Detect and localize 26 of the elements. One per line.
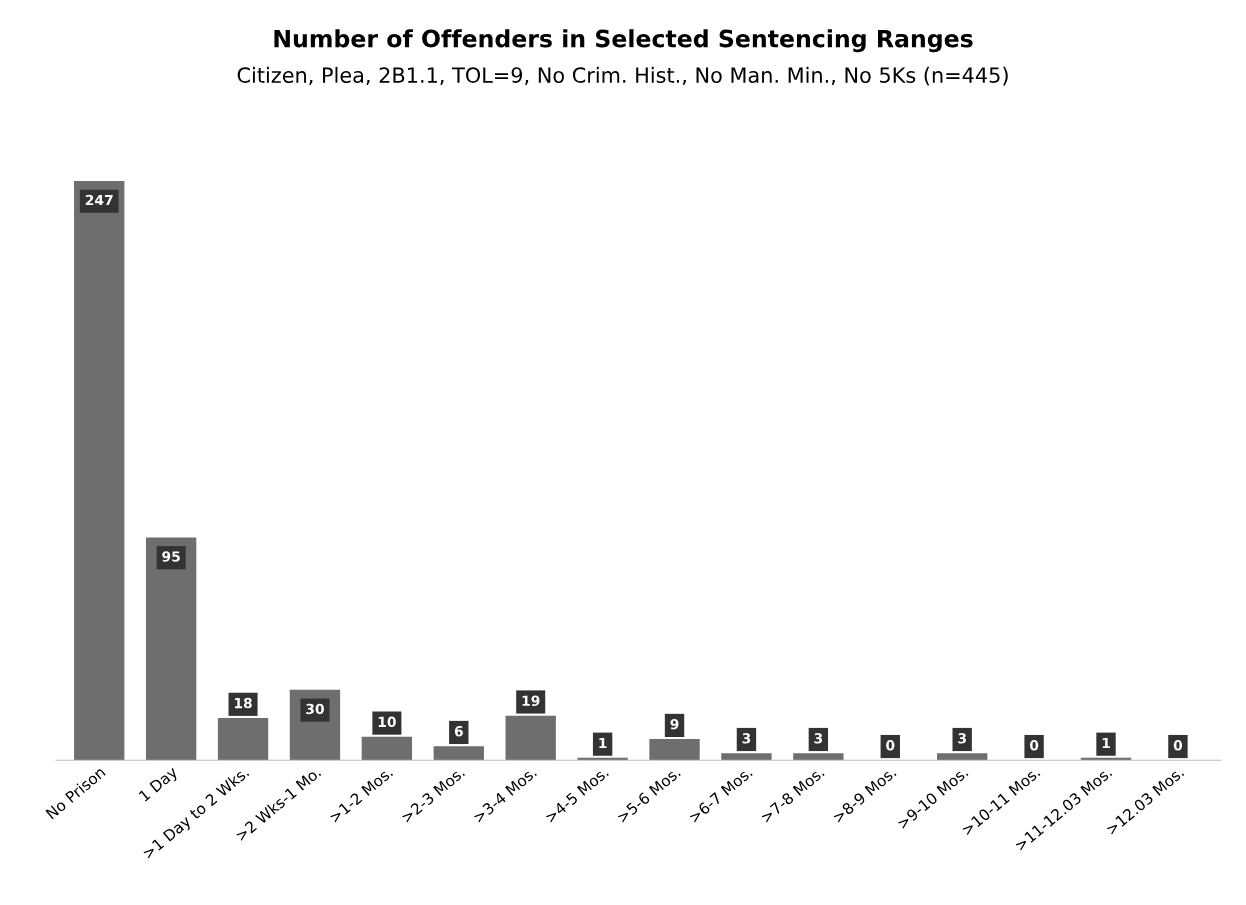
data-label: 3 — [742, 733, 751, 744]
bar — [793, 753, 844, 761]
data-label: 9 — [670, 718, 679, 730]
bar — [433, 746, 484, 761]
data-label: 30 — [306, 703, 324, 715]
bar — [145, 537, 197, 761]
chart-subtitle: Citizen, Plea, 2B1.1, TOL=9, No Crim. Hist., No Man. Min., No 5Ks (n=445) — [237, 66, 1008, 86]
bar — [937, 753, 988, 761]
bar — [649, 739, 700, 761]
data-label: 10 — [378, 716, 396, 728]
data-label: 1 — [599, 737, 607, 749]
data-label: 18 — [234, 697, 252, 709]
data-label: 19 — [522, 695, 540, 706]
data-label: 6 — [454, 726, 463, 737]
bar — [721, 753, 772, 761]
x-tick-label: 1 Day — [138, 765, 181, 805]
data-label: 3 — [814, 733, 823, 744]
data-label: 0 — [886, 740, 895, 751]
data-label: 1 — [1102, 737, 1110, 749]
data-label: 95 — [162, 551, 180, 562]
data-label: 0 — [1173, 740, 1183, 751]
data-label: 3 — [958, 733, 966, 744]
data-label: 0 — [1029, 740, 1039, 751]
bar — [74, 181, 125, 761]
chart-title: Number of Offenders in Selected Sentencing Ranges — [274, 29, 973, 53]
data-label: 247 — [85, 194, 113, 206]
